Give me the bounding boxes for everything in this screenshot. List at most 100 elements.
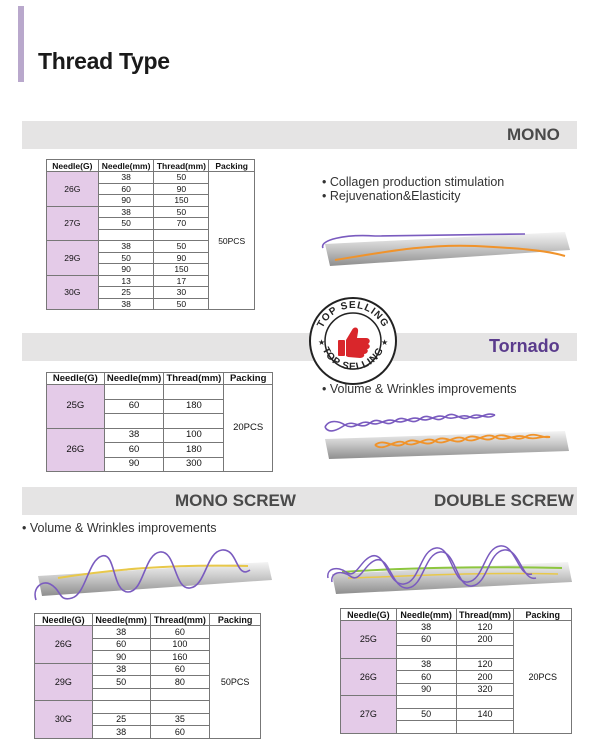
table-row: 38 60 bbox=[35, 725, 261, 739]
mono-screw-thread-illustration bbox=[34, 549, 272, 601]
table-row: 30G bbox=[34, 700, 261, 739]
needle-length-cell bbox=[395, 645, 457, 659]
tornado-spec-table: Needle(G) Needle(mm) Thread(mm) Packing 25G 2… bbox=[46, 372, 273, 472]
needle-length-cell: 38 bbox=[97, 171, 155, 184]
title-accent-bar bbox=[18, 6, 24, 82]
gauge-cell: 26G bbox=[34, 625, 93, 664]
needle-length-cell: 60 bbox=[103, 398, 165, 414]
table-row bbox=[47, 228, 255, 241]
thread-length-cell: 180 bbox=[163, 398, 225, 414]
needle-length-cell: 38 bbox=[395, 657, 457, 671]
needle-length-cell: 38 bbox=[97, 205, 155, 218]
mono-screw-bullet-1: • Volume & Wrinkles improvements bbox=[22, 521, 217, 535]
needle-length-cell: 38 bbox=[97, 240, 155, 253]
packing-cell: 50PCS bbox=[208, 171, 255, 310]
thread-length-cell: 50 bbox=[153, 297, 210, 310]
needle-length-cell bbox=[91, 700, 151, 714]
table-row: 90 150 bbox=[47, 194, 255, 207]
needle-length-cell: 60 bbox=[103, 442, 165, 458]
thread-length-cell: 50 bbox=[153, 240, 210, 253]
thread-length-cell: 90 bbox=[153, 182, 210, 195]
tornado-bullet-1: • Volume & Wrinkles improvements bbox=[322, 382, 517, 396]
column-header: Needle(G) bbox=[46, 372, 105, 385]
thread-length-cell: 17 bbox=[153, 274, 210, 287]
table-row: 29G 38 50 bbox=[46, 240, 255, 276]
table-row: 90 300 bbox=[47, 456, 273, 472]
gauge-cell: 26G bbox=[340, 657, 397, 696]
thread-length-cell bbox=[163, 413, 225, 429]
column-header: Needle(G) bbox=[46, 159, 99, 172]
gauge-cell: 30G bbox=[46, 274, 99, 310]
double-screw-thread-illustration bbox=[327, 545, 572, 594]
thread-length-cell: 120 bbox=[455, 620, 515, 634]
needle-length-cell: 38 bbox=[395, 620, 457, 634]
thread-length-cell: 70 bbox=[153, 217, 210, 230]
gauge-cell: 27G bbox=[340, 695, 397, 734]
table-row: 25G 20PCS bbox=[46, 384, 273, 472]
thread-length-cell: 90 bbox=[153, 251, 210, 264]
needle-length-cell: 90 bbox=[97, 194, 155, 207]
thread-length-cell bbox=[149, 687, 211, 701]
needle-length-cell bbox=[395, 695, 457, 709]
needle-length-cell: 60 bbox=[395, 632, 457, 646]
needle-length-cell: 50 bbox=[97, 217, 155, 230]
thread-length-cell: 200 bbox=[455, 670, 515, 684]
thread-length-cell: 180 bbox=[163, 442, 225, 458]
page-title: Thread Type bbox=[38, 48, 170, 74]
mono-screw-section-title: MONO SCREW bbox=[175, 491, 296, 510]
tornado-thread-illustration bbox=[324, 413, 569, 459]
thread-length-cell: 160 bbox=[149, 650, 211, 664]
table-row: 27G 38 50 bbox=[46, 205, 255, 241]
column-header: Needle(G) bbox=[34, 613, 93, 626]
gauge-cell: 25G bbox=[340, 620, 397, 659]
gauge-cell: 27G bbox=[46, 205, 99, 241]
table-row: 25G 38 120 20PCS bbox=[340, 620, 572, 734]
table-row: 50 90 bbox=[47, 251, 255, 264]
gauge-cell: 25G bbox=[46, 384, 105, 429]
table-row bbox=[341, 720, 572, 734]
gauge-cell: 29G bbox=[46, 240, 99, 276]
thread-length-cell: 50 bbox=[153, 205, 210, 218]
needle-length-cell: 50 bbox=[395, 707, 457, 721]
table-row: 60 90 bbox=[47, 182, 255, 195]
needle-length-cell: 90 bbox=[91, 650, 151, 664]
table-row: 26G 38 60 50PCS bbox=[34, 625, 261, 739]
table-row bbox=[341, 645, 572, 659]
svg-text:★: ★ bbox=[318, 338, 325, 347]
packing-cell: 20PCS bbox=[223, 384, 273, 472]
thread-length-cell: 140 bbox=[455, 707, 515, 721]
gauge-cell: 30G bbox=[34, 700, 93, 739]
thread-length-cell bbox=[455, 695, 515, 709]
needle-length-cell: 38 bbox=[91, 625, 151, 639]
column-header: Needle(mm) bbox=[395, 608, 457, 621]
gauge-cell: 26G bbox=[46, 171, 99, 207]
table-row: 60 180 bbox=[47, 442, 273, 458]
mono-bullet-2: • Rejuvenation&Elasticity bbox=[322, 189, 461, 203]
needle-length-cell: 90 bbox=[395, 682, 457, 696]
thread-length-cell: 60 bbox=[149, 625, 211, 639]
column-header: Needle(mm) bbox=[103, 372, 165, 385]
thread-length-cell bbox=[455, 645, 515, 659]
screw-section-band bbox=[22, 487, 577, 515]
needle-length-cell bbox=[103, 413, 165, 429]
table-row: 30G 13 17 bbox=[46, 274, 255, 310]
double-screw-spec-table: Needle(G) Needle(mm) Thread(mm) Packing 25G 3… bbox=[340, 608, 572, 734]
gauge-cell: 26G bbox=[46, 427, 105, 472]
column-header: Thread(mm) bbox=[455, 608, 515, 621]
mono-section-band bbox=[22, 121, 577, 149]
table-row: 60 100 bbox=[35, 637, 261, 651]
needle-length-cell: 60 bbox=[97, 182, 155, 195]
table-row: 50 70 bbox=[47, 217, 255, 230]
packing-cell: 20PCS bbox=[513, 620, 572, 734]
table-row: 25 35 bbox=[35, 712, 261, 726]
thread-length-cell: 320 bbox=[455, 682, 515, 696]
thread-length-cell: 100 bbox=[149, 637, 211, 651]
column-header: Needle(G) bbox=[340, 608, 397, 621]
thread-length-cell: 100 bbox=[163, 427, 225, 443]
needle-length-cell: 38 bbox=[97, 297, 155, 310]
needle-length-cell bbox=[395, 720, 457, 734]
needle-length-cell bbox=[103, 384, 165, 400]
mono-spec-table: Needle(G) Needle(mm) Thread(mm) Packing 26G 3… bbox=[46, 159, 255, 310]
thread-length-cell: 300 bbox=[163, 456, 225, 472]
top-selling-badge: TOP SELLING TOP SELLING ★ ★ bbox=[309, 297, 397, 385]
